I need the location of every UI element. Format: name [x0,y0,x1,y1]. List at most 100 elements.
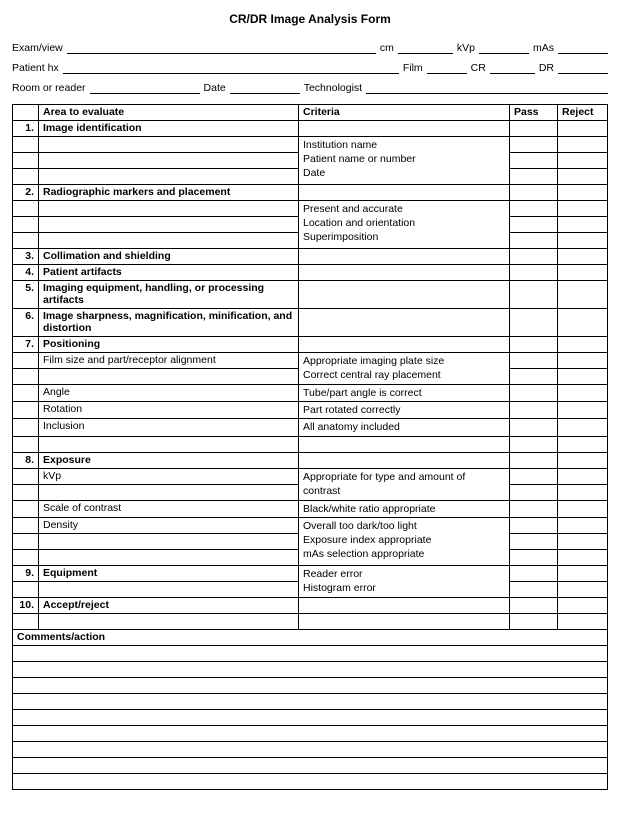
input-patient-hx[interactable] [63,62,399,74]
cell-pass[interactable] [510,484,558,500]
input-exam-view[interactable] [67,42,376,54]
cell-reject[interactable] [558,337,608,353]
cell-number [13,217,39,233]
cell-pass[interactable] [510,436,558,452]
cell-pass[interactable] [510,369,558,385]
cell-reject[interactable] [558,533,608,549]
cell-number: 2. [13,185,39,201]
cell-pass[interactable] [510,121,558,137]
input-mas[interactable] [558,42,608,54]
table-row: Scale of contrastBlack/white ratio appro… [13,500,608,517]
cell-reject[interactable] [558,185,608,201]
comments-blank-cell[interactable] [13,693,608,709]
comments-blank-cell[interactable] [13,741,608,757]
cell-criteria [299,185,510,201]
cell-number: 6. [13,309,39,337]
cell-pass[interactable] [510,468,558,484]
cell-reject[interactable] [558,281,608,309]
cell-area [39,169,299,185]
cell-reject[interactable] [558,436,608,452]
cell-reject[interactable] [558,517,608,533]
cell-reject[interactable] [558,153,608,169]
cell-pass[interactable] [510,217,558,233]
cell-reject[interactable] [558,613,608,629]
cell-pass[interactable] [510,201,558,217]
comments-blank-cell[interactable] [13,725,608,741]
comments-blank-cell[interactable] [13,661,608,677]
cell-pass[interactable] [510,452,558,468]
cell-reject[interactable] [558,419,608,436]
cell-reject[interactable] [558,233,608,249]
comments-blank-cell[interactable] [13,757,608,773]
cell-pass[interactable] [510,169,558,185]
cell-pass[interactable] [510,137,558,153]
cell-pass[interactable] [510,613,558,629]
page-title: CR/DR Image Analysis Form [12,12,608,26]
cell-reject[interactable] [558,265,608,281]
comments-blank-cell[interactable] [13,645,608,661]
comments-blank-cell[interactable] [13,677,608,693]
cell-reject[interactable] [558,121,608,137]
cell-pass[interactable] [510,337,558,353]
cell-reject[interactable] [558,201,608,217]
cell-pass[interactable] [510,265,558,281]
comments-blank-cell[interactable] [13,773,608,789]
cell-reject[interactable] [558,549,608,565]
cell-pass[interactable] [510,353,558,369]
cell-pass[interactable] [510,500,558,517]
cell-pass[interactable] [510,597,558,613]
cell-reject[interactable] [558,137,608,153]
cell-pass[interactable] [510,249,558,265]
cell-pass[interactable] [510,581,558,597]
cell-reject[interactable] [558,402,608,419]
cell-reject[interactable] [558,581,608,597]
cell-criteria: Reader error Histogram error [299,565,510,597]
cell-reject[interactable] [558,369,608,385]
cell-number: 9. [13,565,39,581]
cell-pass[interactable] [510,549,558,565]
cell-criteria: Institution name Patient name or number … [299,137,510,185]
cell-pass[interactable] [510,185,558,201]
cell-pass[interactable] [510,565,558,581]
cell-reject[interactable] [558,597,608,613]
input-kvp[interactable] [479,42,529,54]
cell-number [13,419,39,436]
cell-pass[interactable] [510,533,558,549]
cell-number [13,468,39,484]
cell-pass[interactable] [510,385,558,402]
input-film[interactable] [427,62,467,74]
cell-reject[interactable] [558,468,608,484]
cell-pass[interactable] [510,517,558,533]
cell-reject[interactable] [558,452,608,468]
input-dr[interactable] [558,62,608,74]
cell-reject[interactable] [558,385,608,402]
input-date[interactable] [230,82,300,94]
cell-pass[interactable] [510,233,558,249]
cell-area [39,217,299,233]
input-cr[interactable] [490,62,535,74]
cell-area: Accept/reject [39,597,299,613]
input-room-reader[interactable] [90,82,200,94]
cell-reject[interactable] [558,249,608,265]
cell-pass[interactable] [510,153,558,169]
cell-reject[interactable] [558,565,608,581]
input-cm[interactable] [398,42,453,54]
cell-pass[interactable] [510,402,558,419]
cell-pass[interactable] [510,309,558,337]
cell-reject[interactable] [558,500,608,517]
input-technologist[interactable] [366,82,608,94]
cell-pass[interactable] [510,281,558,309]
cell-area [39,369,299,385]
cell-criteria [299,597,510,613]
cell-number: 1. [13,121,39,137]
cell-reject[interactable] [558,484,608,500]
cell-pass[interactable] [510,419,558,436]
cell-number: 7. [13,337,39,353]
label-cm: cm [380,42,394,54]
cell-reject[interactable] [558,217,608,233]
cell-reject[interactable] [558,309,608,337]
cell-reject[interactable] [558,353,608,369]
cell-reject[interactable] [558,169,608,185]
comments-blank-cell[interactable] [13,709,608,725]
cell-area [39,484,299,500]
